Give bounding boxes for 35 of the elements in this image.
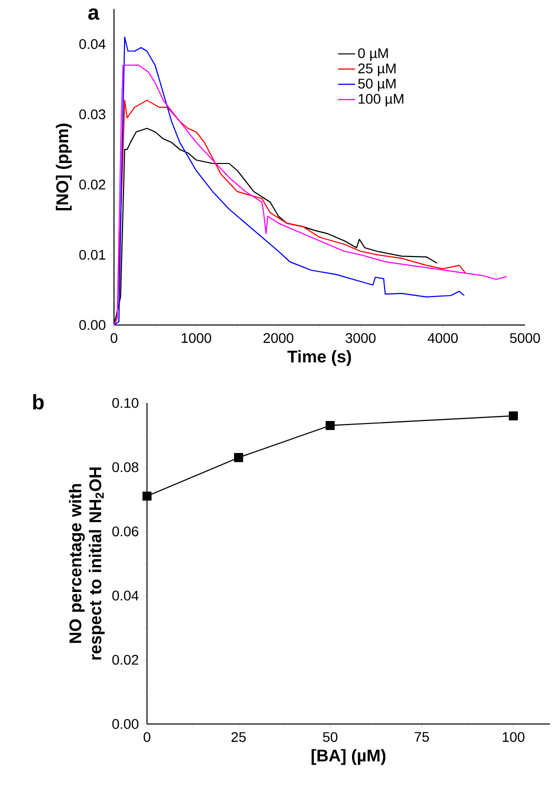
x-tick-label: 3000 (346, 333, 376, 343)
y-tick-label: 0.04 (112, 590, 139, 601)
y-axis-title: [NO] (ppm) (56, 124, 72, 210)
legend-label: 50 µM (358, 78, 396, 92)
y-tick-label: 0.00 (112, 719, 138, 729)
x-tick-label: 5000 (510, 333, 540, 343)
y-tick-label: 0.02 (79, 180, 106, 190)
x-tick-label: 75 (414, 732, 429, 742)
legend-label: 25 µM (358, 63, 396, 76)
x-tick-label: 1000 (182, 333, 212, 343)
x-tick-label: 4000 (428, 333, 458, 343)
y-tick-label: 0.03 (79, 109, 106, 120)
x-tick-label: 0 (144, 732, 150, 742)
y-tick-label: 0.10 (112, 398, 138, 408)
x-axis-title: Time (s) (287, 350, 351, 366)
x-tick-label: 50 (322, 732, 338, 742)
chart-title: b (33, 394, 44, 410)
point (234, 453, 244, 462)
x-tick-label: 25 (232, 732, 246, 742)
y-tick-label: 0.08 (112, 462, 138, 472)
legend-label: 100 µM (358, 94, 404, 107)
chart-title: a (88, 8, 100, 20)
x-tick-label: 100 (502, 732, 524, 742)
x-tick-label: 2000 (264, 333, 294, 343)
y-tick-label: 0.02 (112, 654, 138, 665)
point (142, 492, 152, 501)
y-tick-label: 0.00 (79, 320, 106, 330)
y-tick-label: 0.01 (79, 250, 106, 260)
y-tick-label: 0.06 (112, 526, 138, 536)
y-tick-label: 0.04 (79, 39, 106, 50)
x-tick-label: 0 (110, 333, 118, 343)
x-axis-title: [BA] (µM) (312, 749, 386, 765)
point (326, 420, 335, 430)
point (508, 411, 518, 420)
legend-label: 0 µM (358, 48, 388, 61)
